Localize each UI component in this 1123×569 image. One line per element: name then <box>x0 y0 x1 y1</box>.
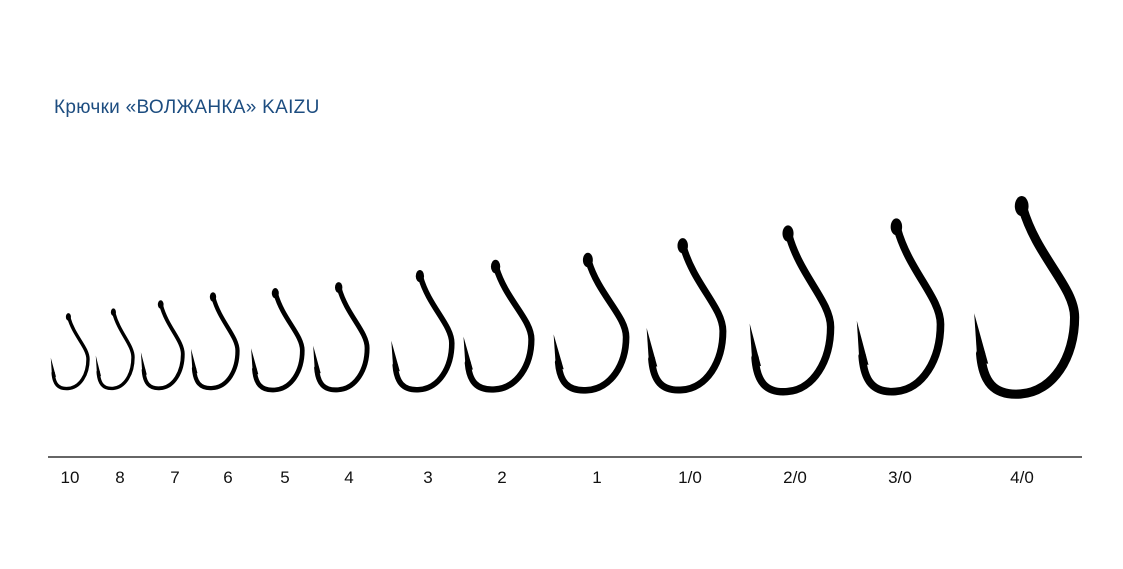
hook-body <box>141 303 185 391</box>
size-label: 7 <box>170 468 179 487</box>
hook-body <box>51 315 90 391</box>
hook-eye <box>582 252 593 268</box>
size-label: 2 <box>497 468 506 487</box>
hook-eye <box>110 308 116 316</box>
hook-body <box>751 231 835 396</box>
size-label: 3/0 <box>888 468 912 487</box>
hook-5 <box>251 288 305 393</box>
size-label: 10 <box>61 468 80 487</box>
hook-body <box>858 224 945 396</box>
size-label: 6 <box>223 468 232 487</box>
hook-3 <box>391 270 455 393</box>
hook-eye <box>334 282 343 293</box>
hook-point <box>646 327 658 367</box>
hook-4-0 <box>974 196 1080 399</box>
hook-body <box>392 274 455 393</box>
hook-body <box>191 295 240 391</box>
hook-7 <box>140 300 185 391</box>
hook-point <box>553 334 564 370</box>
hook-1-0 <box>646 238 727 394</box>
hook-body <box>96 311 135 391</box>
hook-eye <box>677 238 688 254</box>
hook-2 <box>463 259 535 393</box>
hook-point <box>50 357 56 377</box>
hook-8 <box>95 308 135 391</box>
hook-point <box>251 348 259 375</box>
size-label: 1/0 <box>678 468 702 487</box>
hook-point <box>749 323 761 367</box>
hook-eye <box>209 292 217 302</box>
hook-point <box>463 336 473 370</box>
size-label: 4/0 <box>1010 468 1034 487</box>
size-label: 3 <box>423 468 432 487</box>
hook-body <box>314 286 370 393</box>
hook-eye <box>271 288 279 299</box>
hook-eye <box>490 259 501 274</box>
size-label: 4 <box>344 468 353 487</box>
hook-eye <box>65 313 71 321</box>
hook-6 <box>191 292 240 391</box>
hook-point <box>856 320 869 365</box>
hook-eye <box>157 300 164 309</box>
hook-point <box>974 313 989 364</box>
hook-body <box>554 258 630 394</box>
hook-eye <box>782 225 794 242</box>
hook-body <box>648 243 727 394</box>
hook-eye <box>890 218 903 236</box>
hook-eye <box>1014 196 1029 217</box>
hook-body <box>464 264 535 393</box>
hook-point <box>391 340 400 372</box>
hook-4 <box>313 282 370 393</box>
hook-point <box>95 355 101 377</box>
size-label: 2/0 <box>783 468 807 487</box>
size-label: 8 <box>115 468 124 487</box>
size-label: 5 <box>280 468 289 487</box>
hook-point <box>140 352 147 375</box>
diagram-title: Крючки «ВОЛЖАНКА» KAIZU <box>54 97 320 118</box>
hook-10 <box>50 313 90 391</box>
size-label: 1 <box>592 468 601 487</box>
hook-point <box>313 345 321 374</box>
hook-1 <box>553 252 630 394</box>
hook-point <box>191 348 198 374</box>
hook-2-0 <box>749 225 835 396</box>
hook-3-0 <box>856 218 945 396</box>
hook-body <box>252 291 305 393</box>
hook-eye <box>415 270 425 283</box>
hook-body <box>976 203 1080 399</box>
